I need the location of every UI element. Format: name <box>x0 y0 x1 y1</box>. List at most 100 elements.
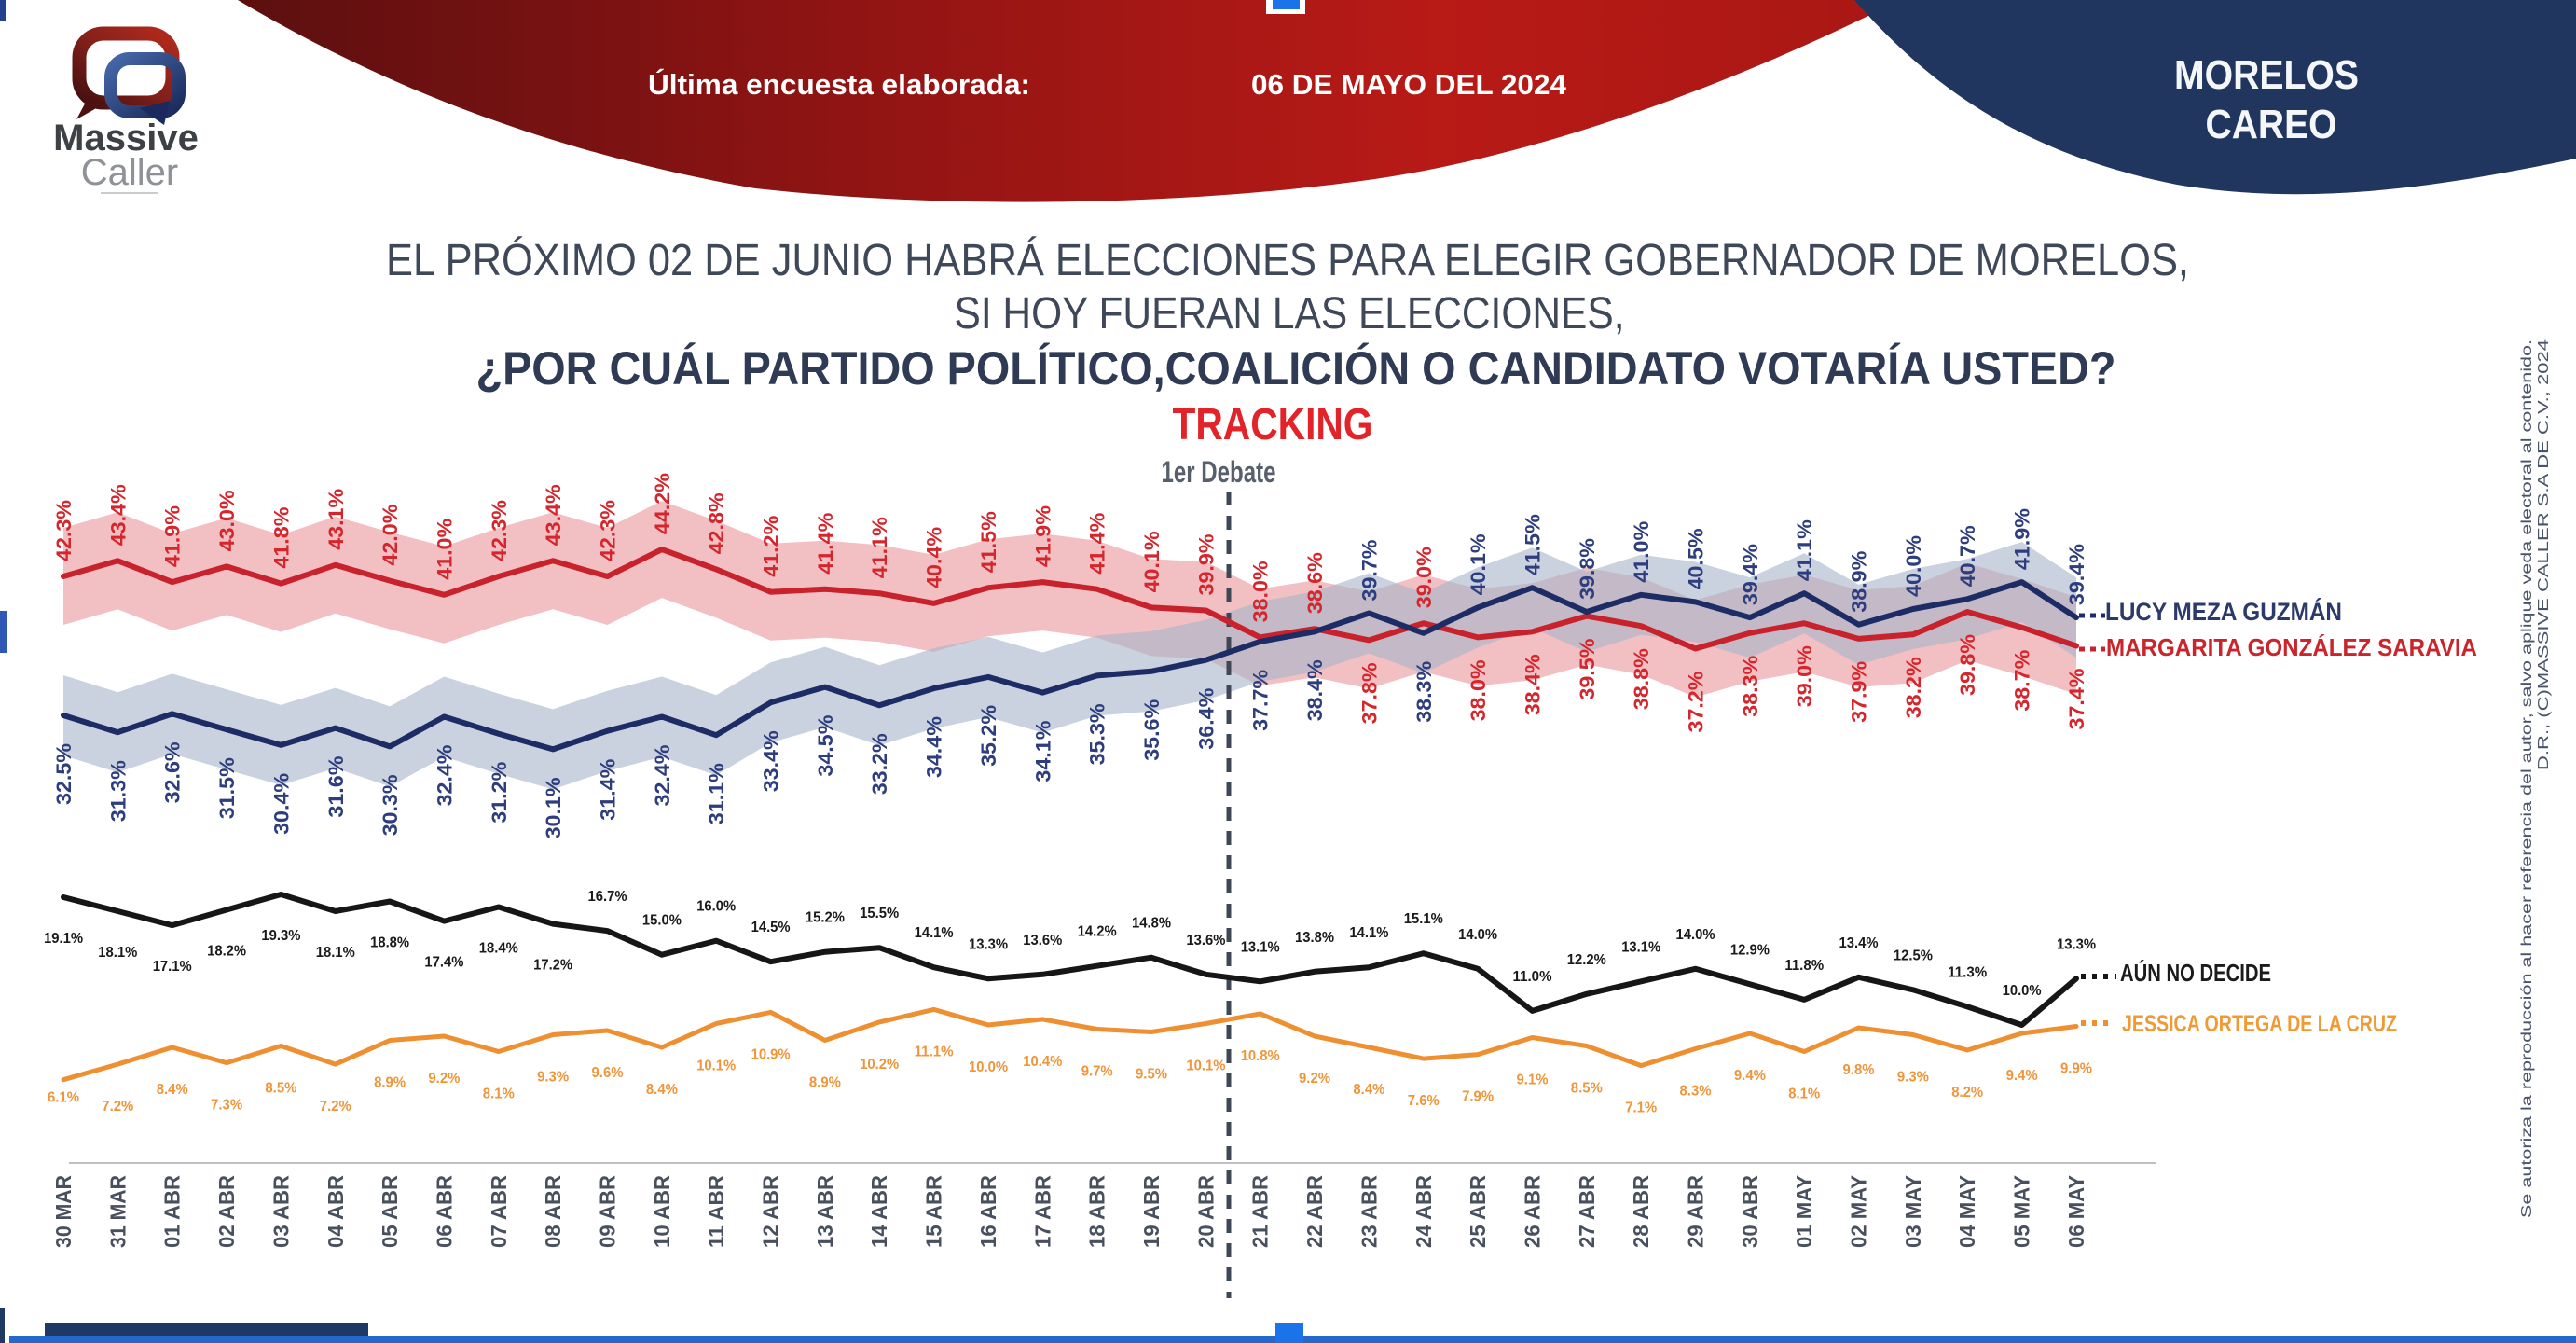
svg-text:30.3%: 30.3% <box>379 774 402 836</box>
svg-text:39.4%: 39.4% <box>1739 544 1762 605</box>
svg-text:Última encuesta elaborada:: Última encuesta elaborada: <box>648 67 1030 101</box>
svg-text:12.5%: 12.5% <box>1894 948 1933 963</box>
svg-text:8.5%: 8.5% <box>265 1081 296 1097</box>
svg-text:9.9%: 9.9% <box>2060 1061 2092 1077</box>
svg-text:42.3%: 42.3% <box>52 500 76 561</box>
svg-text:41.1%: 41.1% <box>868 517 891 578</box>
svg-text:28 ABR: 28 ABR <box>1629 1175 1653 1248</box>
svg-text:41.5%: 41.5% <box>977 511 1000 573</box>
svg-text:7.9%: 7.9% <box>1462 1089 1494 1105</box>
svg-text:14.2%: 14.2% <box>1078 924 1117 940</box>
svg-text:10 ABR: 10 ABR <box>650 1175 674 1248</box>
svg-text:12 ABR: 12 ABR <box>759 1175 783 1248</box>
svg-text:35.2%: 35.2% <box>977 705 1000 767</box>
svg-text:LUCY MEZA GUZMÁN: LUCY MEZA GUZMÁN <box>2105 597 2342 626</box>
svg-text:11 ABR: 11 ABR <box>704 1175 728 1248</box>
svg-text:03 ABR: 03 ABR <box>269 1175 293 1248</box>
svg-text:9.2%: 9.2% <box>428 1071 460 1087</box>
svg-text:07 ABR: 07 ABR <box>487 1175 511 1248</box>
svg-text:39.0%: 39.0% <box>1793 645 1816 707</box>
svg-text:31 MAR: 31 MAR <box>105 1175 130 1248</box>
svg-text:06 DE MAYO DEL 2024: 06 DE MAYO DEL 2024 <box>1251 68 1567 101</box>
svg-text:13.3%: 13.3% <box>969 936 1008 952</box>
svg-text:38.9%: 38.9% <box>1848 551 1871 613</box>
svg-text:D.R., (C)MASSIVE CALLER S.A DE: D.R., (C)MASSIVE CALLER S.A DE C.V., 202… <box>2536 339 2552 770</box>
svg-text:¿POR CUÁL PARTIDO POLÍTICO,COA: ¿POR CUÁL PARTIDO POLÍTICO,COALICIÓN O C… <box>476 342 2116 395</box>
svg-text:16 ABR: 16 ABR <box>976 1175 1000 1248</box>
svg-text:18.2%: 18.2% <box>207 944 246 960</box>
svg-text:13.6%: 13.6% <box>1023 933 1062 948</box>
svg-text:8.9%: 8.9% <box>809 1075 841 1091</box>
svg-text:39.5%: 39.5% <box>1576 639 1599 700</box>
svg-text:9.6%: 9.6% <box>592 1065 624 1081</box>
svg-text:15.1%: 15.1% <box>1404 911 1443 927</box>
svg-text:10.0%: 10.0% <box>969 1059 1008 1075</box>
svg-text:42.3%: 42.3% <box>597 500 620 561</box>
svg-text:8.4%: 8.4% <box>157 1082 188 1098</box>
svg-text:37.4%: 37.4% <box>2065 669 2088 730</box>
svg-text:13.8%: 13.8% <box>1295 930 1334 946</box>
svg-text:13.3%: 13.3% <box>2057 936 2096 952</box>
svg-text:Se autoriza la reproducción al: Se autoriza la reproducción al hacer ref… <box>2519 339 2535 1218</box>
svg-text:14.5%: 14.5% <box>751 920 791 935</box>
svg-text:1er Debate: 1er Debate <box>1162 455 1276 489</box>
svg-text:9.3%: 9.3% <box>537 1070 569 1086</box>
svg-text:15.0%: 15.0% <box>642 913 682 929</box>
svg-text:20 ABR: 20 ABR <box>1193 1175 1218 1248</box>
svg-text:27 ABR: 27 ABR <box>1575 1175 1599 1248</box>
svg-text:37.2%: 37.2% <box>1685 672 1708 733</box>
svg-text:7.2%: 7.2% <box>102 1099 133 1115</box>
svg-text:10.1%: 10.1% <box>696 1059 736 1074</box>
svg-text:AÚN NO DECIDE: AÚN NO DECIDE <box>2120 959 2271 987</box>
svg-text:09 ABR: 09 ABR <box>596 1175 620 1248</box>
svg-text:41.0%: 41.0% <box>1630 521 1653 583</box>
svg-text:43.4%: 43.4% <box>542 484 565 546</box>
svg-text:MARGARITA GONZÁLEZ SARAVIA: MARGARITA GONZÁLEZ SARAVIA <box>2106 633 2477 661</box>
svg-text:11.8%: 11.8% <box>1784 958 1824 974</box>
svg-text:EL PRÓXIMO 02 DE JUNIO HABRÁ E: EL PRÓXIMO 02 DE JUNIO HABRÁ ELECCIONES … <box>386 235 2189 285</box>
svg-text:31.1%: 31.1% <box>705 763 728 824</box>
svg-text:42.0%: 42.0% <box>379 505 402 566</box>
svg-text:37.8%: 37.8% <box>1357 662 1381 724</box>
svg-text:04 ABR: 04 ABR <box>324 1175 348 1248</box>
svg-text:38.3%: 38.3% <box>1412 661 1436 723</box>
svg-text:05 ABR: 05 ABR <box>378 1175 402 1248</box>
svg-text:38.4%: 38.4% <box>1303 659 1327 721</box>
svg-text:25 ABR: 25 ABR <box>1466 1175 1490 1248</box>
svg-text:35.6%: 35.6% <box>1140 699 1164 761</box>
svg-text:43.4%: 43.4% <box>106 484 130 546</box>
svg-text:40.7%: 40.7% <box>1956 525 1979 587</box>
svg-text:TRACKING: TRACKING <box>1173 400 1373 450</box>
svg-text:12.9%: 12.9% <box>1730 942 1770 958</box>
svg-text:7.3%: 7.3% <box>211 1098 242 1114</box>
svg-text:13.4%: 13.4% <box>1839 935 1879 951</box>
svg-text:8.3%: 8.3% <box>1680 1084 1712 1100</box>
svg-text:10.2%: 10.2% <box>860 1057 899 1073</box>
svg-text:38.8%: 38.8% <box>1630 648 1653 710</box>
svg-text:34.5%: 34.5% <box>814 715 837 777</box>
svg-text:CAREO: CAREO <box>2206 102 2337 147</box>
svg-text:38.0%: 38.0% <box>1467 659 1490 721</box>
svg-text:39.9%: 39.9% <box>1194 534 1218 596</box>
svg-text:9.1%: 9.1% <box>1517 1073 1549 1088</box>
svg-text:9.2%: 9.2% <box>1299 1071 1330 1087</box>
svg-text:06 ABR: 06 ABR <box>432 1175 456 1248</box>
svg-text:41.9%: 41.9% <box>1031 505 1054 567</box>
svg-text:29 ABR: 29 ABR <box>1684 1175 1708 1248</box>
svg-text:8.2%: 8.2% <box>1951 1085 1983 1101</box>
svg-text:26 ABR: 26 ABR <box>1521 1175 1545 1248</box>
svg-text:31.5%: 31.5% <box>215 757 239 819</box>
svg-text:41.9%: 41.9% <box>161 505 185 567</box>
svg-text:33.4%: 33.4% <box>760 730 783 792</box>
svg-text:30.1%: 30.1% <box>542 777 565 838</box>
svg-text:01 ABR: 01 ABR <box>160 1175 185 1248</box>
svg-text:17.4%: 17.4% <box>424 955 463 971</box>
svg-text:10.0%: 10.0% <box>2003 983 2042 999</box>
svg-text:41.0%: 41.0% <box>433 519 456 580</box>
svg-text:32.4%: 32.4% <box>651 745 674 807</box>
svg-text:8.5%: 8.5% <box>1571 1081 1603 1097</box>
svg-text:11.1%: 11.1% <box>915 1044 954 1059</box>
svg-text:31.4%: 31.4% <box>597 759 620 821</box>
svg-text:Caller: Caller <box>81 152 178 193</box>
svg-text:08 ABR: 08 ABR <box>541 1175 565 1248</box>
